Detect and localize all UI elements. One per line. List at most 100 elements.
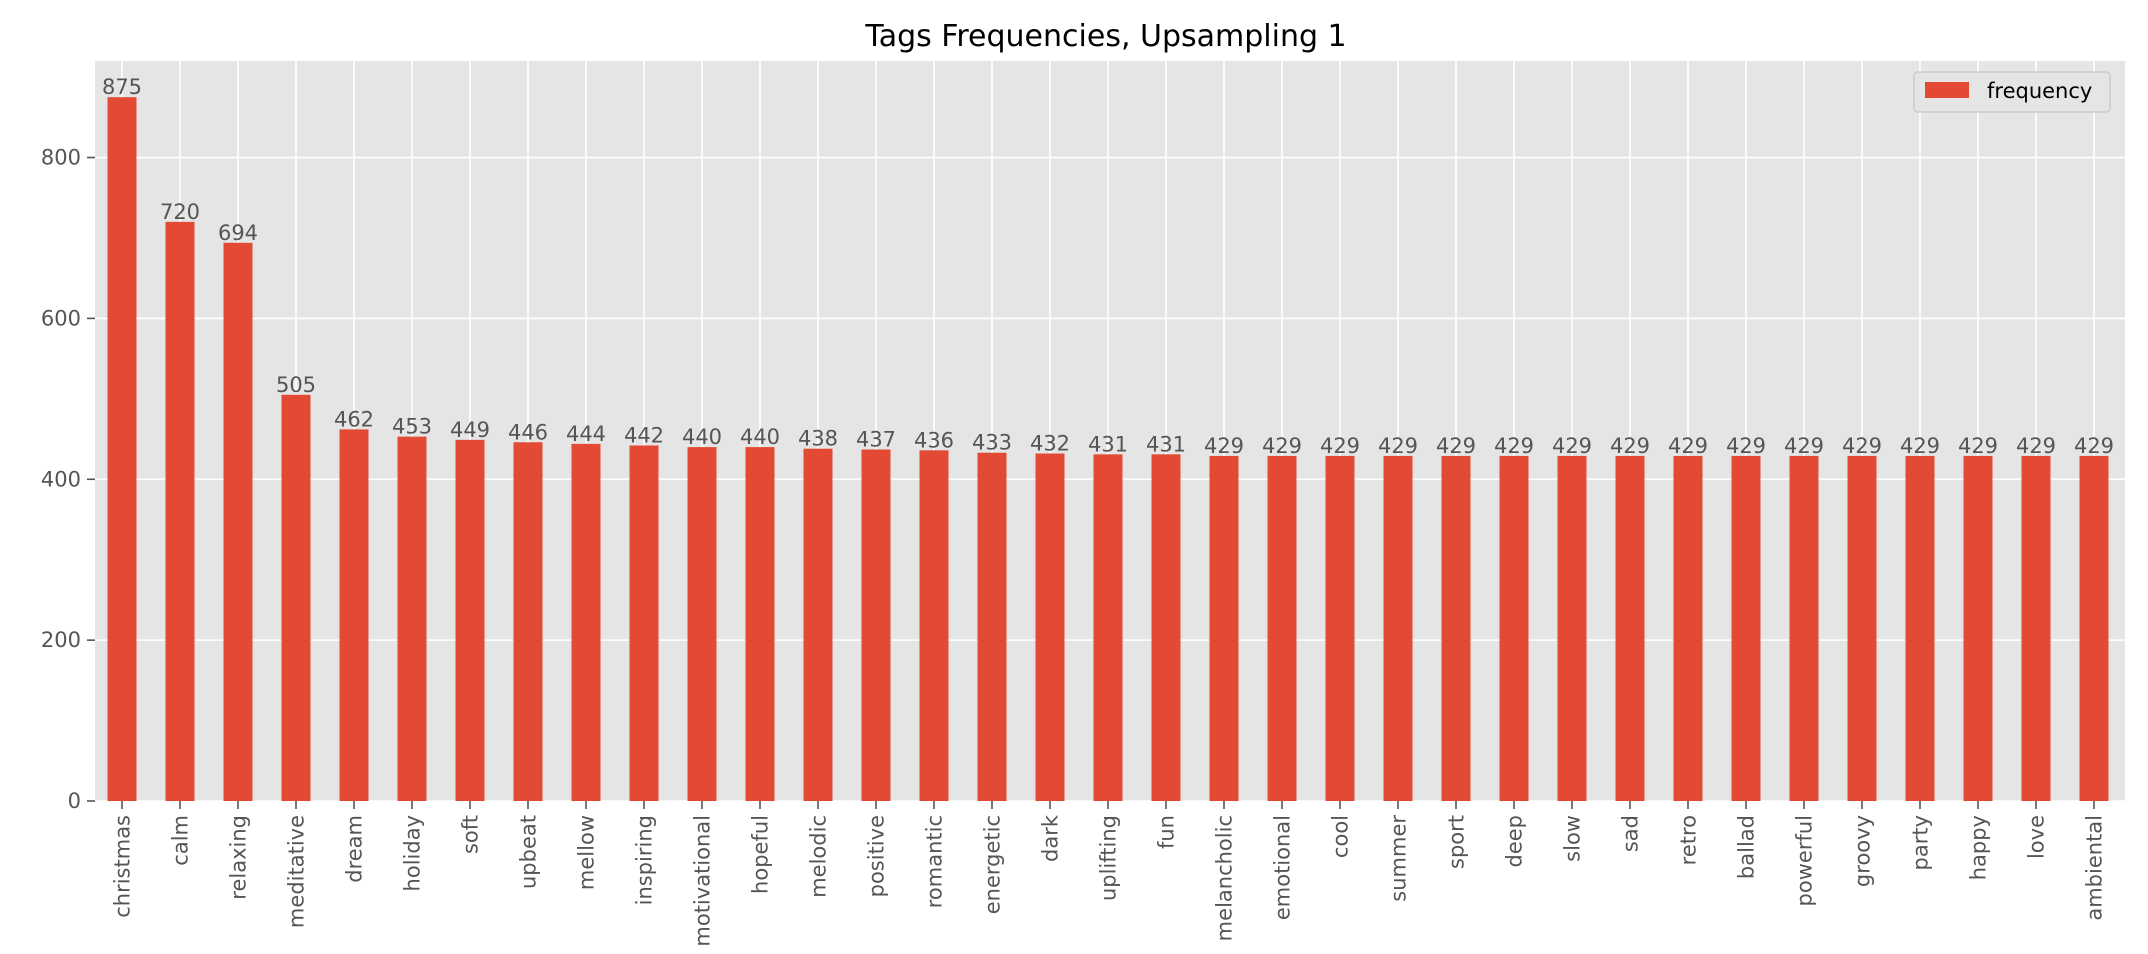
bar-motivational — [687, 447, 717, 801]
data-label-relaxing: 694 — [218, 221, 258, 245]
x-tick-label-christmas: christmas — [110, 815, 134, 918]
bar-meditative — [281, 394, 311, 801]
data-label-party: 429 — [1900, 434, 1940, 458]
data-label-calm: 720 — [160, 200, 200, 224]
data-labels: 875 720 694 505 462 453 449 446 444 442 440 440 438 4… — [102, 75, 2114, 458]
bar-emotional — [1267, 455, 1297, 801]
x-tick-label-cool: cool — [1328, 815, 1352, 858]
data-label-fun: 431 — [1146, 432, 1186, 456]
y-tick-label: 600 — [41, 306, 81, 330]
bar-upbeat — [513, 442, 543, 801]
bar-uplifting — [1093, 454, 1123, 801]
bar-retro — [1673, 455, 1703, 801]
x-tick-label-powerful: powerful — [1792, 815, 1816, 906]
data-label-groovy: 429 — [1842, 434, 1882, 458]
x-tick-label-holiday: holiday — [400, 815, 424, 891]
data-label-hopeful: 440 — [740, 425, 780, 449]
bar-ballad — [1731, 455, 1761, 801]
y-tick-label: 800 — [41, 146, 81, 170]
data-label-meditative: 505 — [276, 373, 316, 397]
bar-party — [1905, 455, 1935, 801]
data-label-soft: 449 — [450, 418, 490, 442]
x-tick-label-upbeat: upbeat — [516, 815, 540, 889]
x-tick-label-party: party — [1908, 815, 1932, 871]
x-tick-label-romantic: romantic — [922, 815, 946, 908]
x-tick-label-slow: slow — [1560, 815, 1584, 862]
bar-mellow — [571, 443, 601, 801]
bar-holiday — [397, 436, 427, 801]
bar-sport — [1441, 455, 1471, 801]
x-tick-label-calm: calm — [168, 815, 192, 866]
bar-romantic — [919, 450, 949, 801]
y-tick-label: 0 — [68, 789, 81, 813]
bar-calm — [165, 221, 195, 801]
data-label-energetic: 433 — [972, 431, 1012, 455]
x-tick-label-sport: sport — [1444, 815, 1468, 869]
x-tick-label-relaxing: relaxing — [226, 815, 250, 900]
x-axis: christmas calm relaxing meditative dream holi… — [110, 801, 2106, 947]
data-label-mellow: 444 — [566, 422, 606, 446]
data-label-inspiring: 442 — [624, 423, 664, 447]
data-label-dark: 432 — [1030, 432, 1070, 456]
x-tick-label-summer: summer — [1386, 815, 1410, 902]
data-label-deep: 429 — [1494, 434, 1534, 458]
data-label-sport: 429 — [1436, 434, 1476, 458]
bar-powerful — [1789, 455, 1819, 801]
x-tick-label-fun: fun — [1154, 815, 1178, 849]
data-label-melancholic: 429 — [1204, 434, 1244, 458]
bar-energetic — [977, 452, 1007, 801]
bar-fun — [1151, 454, 1181, 801]
x-tick-label-sad: sad — [1618, 815, 1642, 852]
y-tick-label: 200 — [41, 628, 81, 652]
data-label-happy: 429 — [1958, 434, 1998, 458]
x-tick-label-energetic: energetic — [980, 815, 1004, 914]
bar-christmas — [107, 97, 137, 801]
x-tick-label-groovy: groovy — [1850, 815, 1874, 887]
bar-ambiental — [2079, 455, 2109, 801]
x-tick-label-hopeful: hopeful — [748, 815, 772, 894]
data-label-motivational: 440 — [682, 425, 722, 449]
data-label-emotional: 429 — [1262, 434, 1302, 458]
x-tick-label-soft: soft — [458, 815, 482, 854]
bar-sad — [1615, 455, 1645, 801]
x-tick-label-motivational: motivational — [690, 815, 714, 947]
bar-summer — [1383, 455, 1413, 801]
bar-melodic — [803, 448, 833, 801]
bar-soft — [455, 439, 485, 801]
legend-label: frequency — [1987, 79, 2092, 103]
data-label-sad: 429 — [1610, 434, 1650, 458]
data-label-love: 429 — [2016, 434, 2056, 458]
bar-happy — [1963, 455, 1993, 801]
data-label-melodic: 438 — [798, 427, 838, 451]
x-tick-label-retro: retro — [1676, 815, 1700, 865]
data-label-ballad: 429 — [1726, 434, 1766, 458]
bar-positive — [861, 449, 891, 801]
data-label-retro: 429 — [1668, 434, 1708, 458]
bar-love — [2021, 455, 2051, 801]
data-label-upbeat: 446 — [508, 420, 548, 444]
x-tick-label-love: love — [2024, 815, 2048, 859]
x-tick-label-meditative: meditative — [284, 815, 308, 928]
data-label-slow: 429 — [1552, 434, 1592, 458]
data-label-ambiental: 429 — [2074, 434, 2114, 458]
x-tick-label-ambiental: ambiental — [2082, 815, 2106, 921]
bar-slow — [1557, 455, 1587, 801]
x-tick-label-ballad: ballad — [1734, 815, 1758, 879]
data-label-powerful: 429 — [1784, 434, 1824, 458]
x-tick-label-dark: dark — [1038, 814, 1062, 862]
legend: frequency — [1913, 71, 2111, 113]
data-label-holiday: 453 — [392, 415, 432, 439]
x-tick-label-melodic: melodic — [806, 815, 830, 898]
bar-dream — [339, 429, 369, 801]
bar-hopeful — [745, 447, 775, 801]
bar-groovy — [1847, 455, 1877, 801]
x-tick-label-deep: deep — [1502, 815, 1526, 868]
x-tick-label-melancholic: melancholic — [1212, 815, 1236, 941]
bar-deep — [1499, 455, 1529, 801]
x-tick-label-happy: happy — [1966, 815, 1990, 880]
bars — [107, 97, 2109, 802]
x-tick-label-mellow: mellow — [574, 815, 598, 890]
bar-dark — [1035, 453, 1065, 801]
chart-title: Tags Frequencies, Upsampling 1 — [864, 19, 1346, 54]
